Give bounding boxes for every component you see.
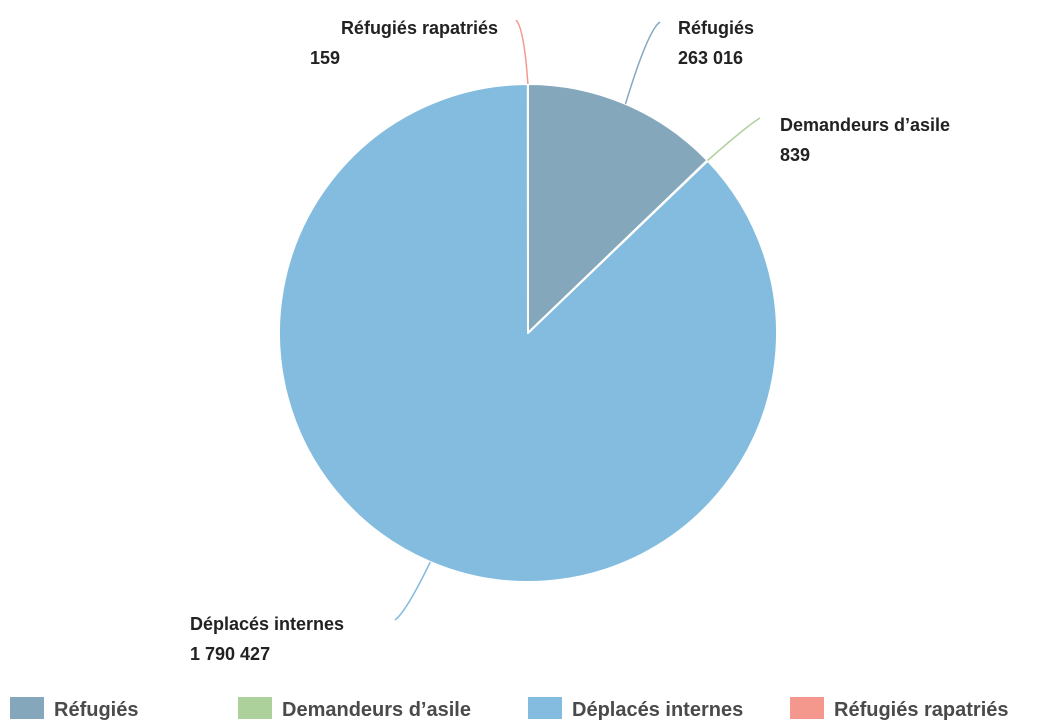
slice-value-demandeurs-d-asile: 839: [780, 145, 810, 165]
slice-value-refugies-rapatries: 159: [310, 48, 340, 68]
slice-label-refugies-rapatries: Réfugiés rapatriés: [341, 18, 498, 38]
leader-lines: [394, 19, 761, 621]
slice-value-deplaces-internes: 1 790 427: [190, 644, 270, 664]
legend-swatch-refugies-rapatries: [790, 697, 824, 719]
legend-label-deplaces-internes: Déplacés internes: [572, 699, 743, 721]
pie-slices: [278, 82, 778, 583]
slice-label-deplaces-internes: Déplacés internes: [190, 614, 344, 634]
legend-swatch-deplaces-internes: [528, 697, 562, 719]
legend-label-refugies: Réfugiés: [54, 699, 138, 721]
legend-item-refugies[interactable]: Réfugiés: [10, 697, 138, 721]
legend-item-deplaces-internes[interactable]: Déplacés internes: [528, 697, 743, 721]
legend-swatch-refugies: [10, 697, 44, 719]
legend: Réfugiés Demandeurs d’asile Déplacés inter…: [10, 697, 1009, 721]
legend-label-refugies-rapatries: Réfugiés rapatriés: [834, 699, 1009, 721]
legend-swatch-demandeurs-d-asile: [238, 697, 272, 719]
leader-line-refugies-rapatries: [515, 19, 529, 85]
leader-line-refugies: [624, 21, 661, 105]
slice-labels: Réfugiés 263 016 Demandeurs d’asile 839 Dépl…: [190, 18, 950, 664]
legend-label-demandeurs-d-asile: Demandeurs d’asile: [282, 699, 471, 721]
legend-item-demandeurs-d-asile[interactable]: Demandeurs d’asile: [238, 697, 471, 721]
slice-label-demandeurs-d-asile: Demandeurs d’asile: [780, 115, 950, 135]
legend-item-refugies-rapatries[interactable]: Réfugiés rapatriés: [790, 697, 1009, 721]
slice-label-refugies: Réfugiés: [678, 18, 754, 38]
leader-line-demandeurs-d-asile: [707, 117, 761, 162]
leader-line-deplaces-internes: [394, 561, 431, 621]
slice-value-refugies: 263 016: [678, 48, 743, 68]
